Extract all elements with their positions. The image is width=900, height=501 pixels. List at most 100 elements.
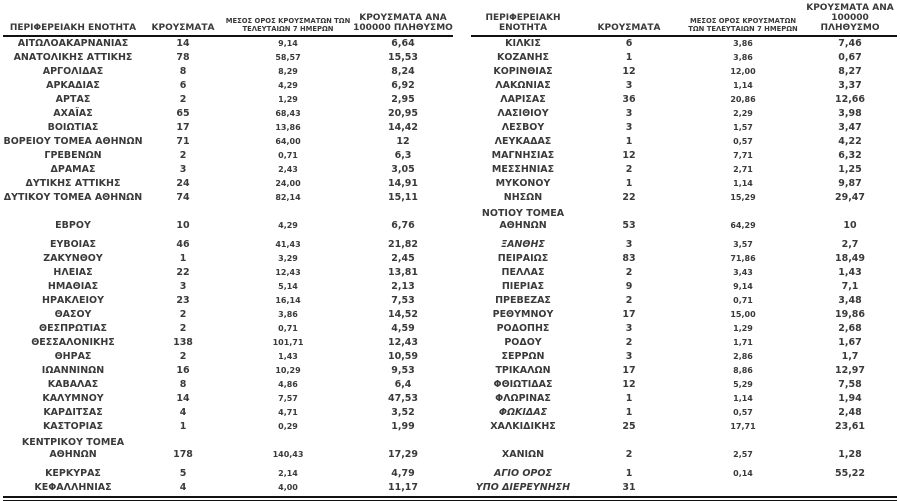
cases-cell: 2 — [625, 449, 633, 460]
cases-cell: 2 — [625, 295, 633, 306]
table-row: ΑΙΤΩΛΟΑΚΑΡΝΑΝΙΑΣ 14 9,14 6,64 ΚΙΛΚΙΣ 6 3,86 7,4… — [3, 36, 897, 51]
per100k-cell: 6,76 — [391, 220, 415, 231]
per100k-cell: 2,48 — [838, 407, 862, 418]
avg7-cell: 1,14 — [733, 81, 753, 90]
cases-cell: 1 — [625, 52, 633, 63]
per100k-cell: 4,79 — [391, 468, 415, 479]
table-row: ΑΡΤΑΣ 2 1,29 2,95 ΛΑΡΙΣΑΣ 36 20,86 12,66 — [3, 93, 897, 107]
avg7-cell: 2,29 — [733, 109, 753, 118]
table-gap — [453, 238, 471, 252]
column-header-cases-right: ΚΡΟΥΣΜΑΤΑ — [575, 2, 683, 37]
avg7-cell: 1,71 — [733, 338, 753, 347]
avg7-cell: 15,00 — [730, 310, 756, 319]
cases-cell: 17 — [622, 365, 636, 376]
per100k-cell: 8,27 — [838, 66, 862, 77]
region-name-cell: ΗΡΑΚΛΕΙΟΥ — [42, 295, 104, 306]
per100k-cell: 1,94 — [838, 393, 862, 404]
avg7-cell: 4,00 — [278, 483, 298, 492]
region-name-cell: ΔΡΑΜΑΣ — [50, 164, 96, 175]
table-gap — [453, 322, 471, 336]
per100k-cell: 20,95 — [387, 108, 419, 119]
table-gap — [453, 481, 471, 495]
per100k-cell: 12,43 — [387, 337, 419, 348]
region-name-cell: ΛΑΚΩΝΙΑΣ — [495, 80, 551, 91]
region-name-cell: ΛΑΣΙΘΙΟΥ — [497, 108, 549, 119]
per100k-cell: 2,45 — [391, 253, 415, 264]
column-header-avg7-left: ΜΕΣΟΣ ΟΡΟΣ ΚΡΟΥΣΜΑΤΩΝ ΤΩΝ ΤΕΛΕΥΤΑΙΩΝ 7 Η… — [223, 2, 353, 37]
per100k-cell: 7,46 — [838, 38, 862, 49]
avg7-cell: 4,86 — [278, 380, 298, 389]
cases-cell: 65 — [176, 108, 190, 119]
table-gap — [453, 252, 471, 266]
region-name-cell: ΘΑΣΟΥ — [54, 309, 92, 320]
region-name-cell: ΚΕΝΤΡΙΚΟΥ ΤΟΜΕΑ ΑΘΗΝΩΝ — [21, 437, 125, 460]
cases-cell: 8 — [179, 379, 187, 390]
table-row: ΒΟΡΕΙΟΥ ΤΟΜΕΑ ΑΘΗΝΩΝ 71 64,00 12 ΛΕΥΚΑΔΑΣ 1 0,… — [3, 135, 897, 149]
avg7-cell: 12,00 — [730, 67, 756, 76]
region-name-cell: ΜΥΚΟΝΟΥ — [495, 178, 551, 189]
avg7-cell: 0,57 — [733, 137, 753, 146]
region-name-cell: ΝΗΣΩΝ — [503, 192, 543, 203]
table-gap — [453, 378, 471, 392]
avg7-cell: 68,43 — [275, 109, 301, 118]
table-gap — [453, 149, 471, 163]
cases-cell: 14 — [176, 38, 190, 49]
table-row: ΙΩΑΝΝΙΝΩΝ 16 10,29 9,53 ΤΡΙΚΑΛΩΝ 17 8,86 12,97 — [3, 364, 897, 378]
cases-cell: 3 — [625, 323, 633, 334]
avg7-cell: 20,86 — [730, 95, 756, 104]
cases-cell: 1 — [179, 421, 187, 432]
per100k-cell: 11,17 — [387, 482, 419, 493]
cases-cell: 2 — [625, 164, 633, 175]
per100k-cell: 1,67 — [838, 337, 862, 348]
region-name-cell: ΜΑΓΝΗΣΙΑΣ — [491, 150, 555, 161]
table-row: ΘΗΡΑΣ 2 1,43 10,59 ΣΕΡΡΩΝ 3 2,86 1,7 — [3, 350, 897, 364]
per100k-cell: 10,59 — [387, 351, 419, 362]
per100k-cell: 4,59 — [391, 323, 415, 334]
table-gap — [453, 434, 471, 467]
table-gap — [453, 205, 471, 238]
per100k-cell: 55,22 — [834, 468, 866, 479]
table-gap — [453, 364, 471, 378]
avg7-cell: 71,86 — [730, 254, 756, 263]
per100k-cell: 6,3 — [394, 150, 412, 161]
cases-cell: 24 — [176, 178, 190, 189]
column-header-per100k-right: ΚΡΟΥΣΜΑΤΑ ΑΝΑ 100000 ΠΛΗΘΥΣΜΟ — [803, 2, 897, 37]
avg7-cell: 3,86 — [733, 53, 753, 62]
table-row: ΑΝΑΤΟΛΙΚΗΣ ΑΤΤΙΚΗΣ 78 58,57 15,53 ΚΟΖΑΝΗΣ 1 3,… — [3, 51, 897, 65]
region-name-cell: ΒΟΙΩΤΙΑΣ — [47, 122, 99, 133]
per100k-cell: 9,87 — [838, 178, 862, 189]
table-gap — [453, 191, 471, 205]
table-gap — [453, 467, 471, 481]
per100k-cell: 3,52 — [391, 407, 415, 418]
cases-cell: 12 — [622, 66, 636, 77]
table-row: ΗΜΑΘΙΑΣ 3 5,14 2,13 ΠΙΕΡΙΑΣ 9 9,14 7,1 — [3, 280, 897, 294]
cases-cell: 2 — [179, 351, 187, 362]
avg7-cell — [683, 481, 803, 495]
cases-cell: 6 — [179, 80, 187, 91]
table-gap — [453, 420, 471, 434]
table-gap — [453, 392, 471, 406]
avg7-cell: 12,43 — [275, 268, 301, 277]
avg7-cell: 8,29 — [278, 67, 298, 76]
per100k-cell: 3,05 — [391, 164, 415, 175]
region-name-cell: ΑΓΙΟ ΟΡΟΣ — [494, 468, 552, 479]
region-name-cell: ΧΑΛΚΙΔΙΚΗΣ — [490, 421, 556, 432]
avg7-cell: 4,29 — [278, 221, 298, 230]
per100k-cell: 13,81 — [387, 267, 419, 278]
per100k-cell: 14,42 — [387, 122, 419, 133]
cases-cell: 10 — [176, 220, 190, 231]
cases-cell: 12 — [622, 379, 636, 390]
region-name-cell: ΦΛΩΡΙΝΑΣ — [495, 393, 551, 404]
region-name-cell: ΡΟΔΟΠΗΣ — [496, 323, 550, 334]
avg7-cell: 4,71 — [278, 408, 298, 417]
per100k-cell: 2,68 — [838, 323, 862, 334]
avg7-cell: 1,29 — [278, 95, 298, 104]
region-name-cell: ΚΕΦΑΛΛΗΝΙΑΣ — [34, 482, 112, 493]
cases-cell: 2 — [179, 309, 187, 320]
table-row: ΚΑΛΥΜΝΟΥ 14 7,57 47,53 ΦΛΩΡΙΝΑΣ 1 1,14 1,94 — [3, 392, 897, 406]
region-name-cell: ΕΥΒΟΙΑΣ — [49, 239, 97, 250]
region-name-cell: ΤΡΙΚΑΛΩΝ — [495, 365, 551, 376]
per100k-cell: 3,47 — [838, 122, 862, 133]
per100k-cell: 1,7 — [841, 351, 859, 362]
region-name-cell: ΗΛΕΙΑΣ — [53, 267, 93, 278]
